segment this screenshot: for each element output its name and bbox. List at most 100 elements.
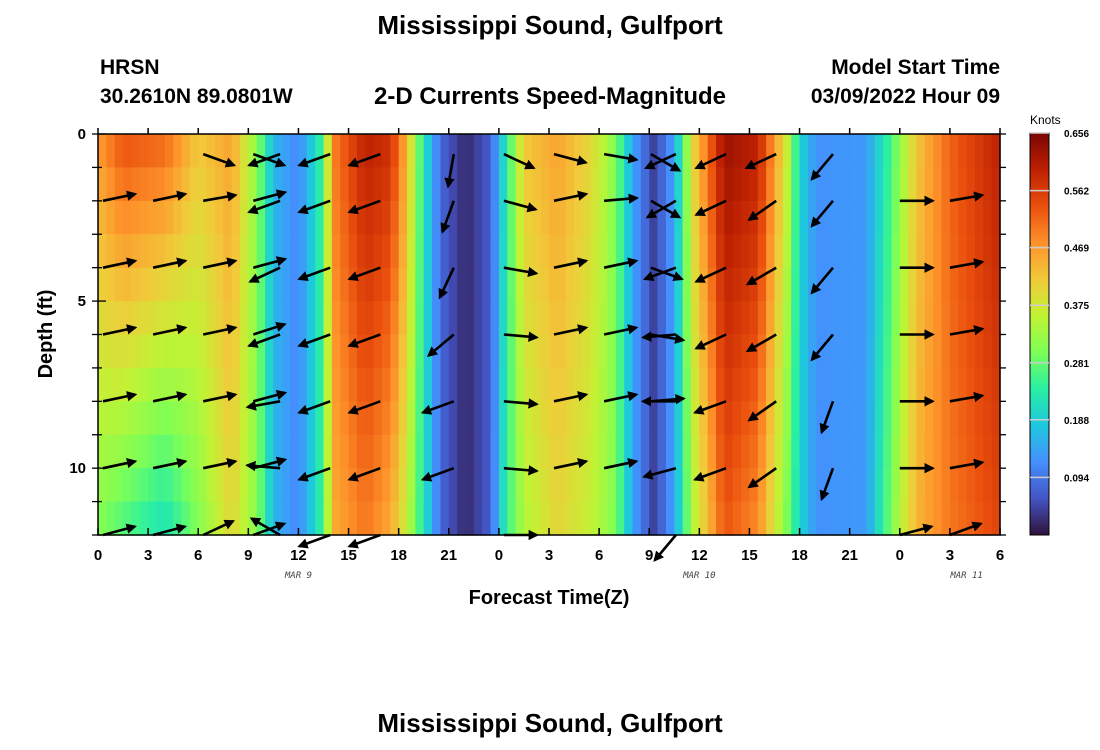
heatmap-cell: [858, 267, 867, 302]
heatmap-cell: [540, 367, 550, 402]
heatmap-cell: [674, 501, 684, 536]
heatmap-cell: [239, 367, 249, 402]
heatmap-cell: [665, 401, 675, 436]
heatmap-cell: [883, 200, 893, 235]
heatmap-cell: [657, 434, 667, 469]
heatmap-cell: [607, 200, 617, 235]
heatmap-cell: [883, 401, 893, 436]
heatmap-cell: [640, 301, 650, 336]
heatmap-cell: [523, 234, 533, 269]
heatmap-cell: [273, 501, 283, 536]
current-vector-arrow: [202, 391, 238, 403]
heatmap-cell: [724, 334, 734, 369]
heatmap-cell: [690, 468, 700, 503]
heatmap-cell: [256, 200, 266, 235]
heatmap-cell: [791, 501, 801, 536]
heatmap-cell: [774, 134, 784, 169]
heatmap-cell: [841, 367, 851, 402]
heatmap-cell: [532, 501, 542, 536]
heatmap-cell: [181, 334, 191, 369]
heatmap-cell: [457, 200, 467, 235]
heatmap-cell: [432, 167, 442, 202]
heatmap-cell: [189, 234, 199, 269]
heatmap-cell: [465, 468, 475, 503]
heatmap-cell: [841, 134, 851, 169]
heatmap-cell: [565, 468, 575, 503]
heatmap-cell: [448, 468, 458, 503]
heatmap-cell: [757, 468, 767, 503]
heatmap-cell: [832, 200, 842, 235]
heatmap-cell: [340, 468, 350, 503]
heatmap-cell: [983, 167, 993, 202]
heatmap-cell: [98, 401, 107, 436]
heatmap-cell: [523, 301, 533, 336]
heatmap-cell: [407, 234, 416, 269]
heatmap-cell: [482, 501, 492, 536]
heatmap-cell: [607, 334, 617, 369]
current-vector-arrow: [694, 199, 727, 216]
heatmap-cell: [891, 501, 901, 536]
heatmap-cell: [415, 367, 425, 402]
current-vector-arrow: [503, 152, 536, 170]
heatmap-cell: [682, 401, 692, 436]
heatmap-cell: [565, 134, 575, 169]
heatmap-cell: [407, 200, 416, 235]
heatmap-cell: [916, 367, 926, 402]
heatmap-cell: [699, 234, 709, 269]
heatmap-cell: [732, 200, 742, 235]
heatmap-cell: [398, 367, 408, 402]
heatmap-cell: [315, 401, 325, 436]
heatmap-cell: [206, 167, 216, 202]
x-tick-label: 12: [290, 547, 307, 564]
heatmap-cell: [674, 167, 684, 202]
heatmap-cell: [799, 167, 809, 202]
heatmap-cell: [724, 200, 734, 235]
heatmap-cell: [983, 367, 993, 402]
current-vector-arrow: [297, 533, 331, 549]
heatmap-cell: [991, 434, 1001, 469]
heatmap-cell: [924, 134, 934, 169]
heatmap-cell: [891, 334, 901, 369]
heatmap-cell: [766, 234, 776, 269]
heatmap-cell: [941, 267, 951, 302]
heatmap-cell: [415, 200, 425, 235]
heatmap-cell: [206, 134, 216, 169]
heatmap-cell: [649, 501, 659, 536]
heatmap-cell: [482, 334, 492, 369]
heatmap-cell: [239, 434, 249, 469]
heatmap-cell: [123, 200, 133, 235]
heatmap-cell: [549, 367, 558, 402]
heatmap-cell: [841, 301, 851, 336]
heatmap-cell: [574, 200, 584, 235]
heatmap-cell: [607, 501, 617, 536]
heatmap-cell: [373, 468, 383, 503]
heatmap-cell: [565, 501, 575, 536]
heatmap-cell: [707, 434, 717, 469]
heatmap-cell: [331, 134, 341, 169]
chart-title: Mississippi Sound, Gulfport: [377, 10, 723, 40]
heatmap-cell: [106, 301, 116, 336]
heatmap-cell: [290, 301, 300, 336]
heatmap-cell: [649, 134, 659, 169]
current-vector-arrow: [438, 267, 455, 300]
heatmap-cell: [599, 200, 609, 235]
heatmap-cell: [807, 434, 817, 469]
heatmap-cell: [281, 401, 291, 436]
heatmap-cell: [482, 301, 492, 336]
heatmap-cell: [490, 234, 500, 269]
heatmap-cell: [214, 334, 224, 369]
current-vector-arrow: [297, 199, 331, 215]
heatmap-cell: [365, 200, 375, 235]
heatmap-cell: [223, 267, 233, 302]
heatmap-cell: [256, 367, 266, 402]
heatmap-cell: [523, 200, 533, 235]
heatmap-cell: [365, 301, 375, 336]
colorbar: Knots 0.656 0.562 0.469 0.375 0.281 0.188 0.09…: [1029, 113, 1089, 536]
heatmap-cell: [281, 501, 291, 536]
heatmap-cell: [265, 267, 274, 302]
heatmap-cell: [849, 468, 859, 503]
heatmap-cell: [490, 401, 500, 436]
heatmap-cell: [206, 200, 216, 235]
heatmap-cell: [223, 367, 233, 402]
heatmap-cell: [256, 301, 266, 336]
